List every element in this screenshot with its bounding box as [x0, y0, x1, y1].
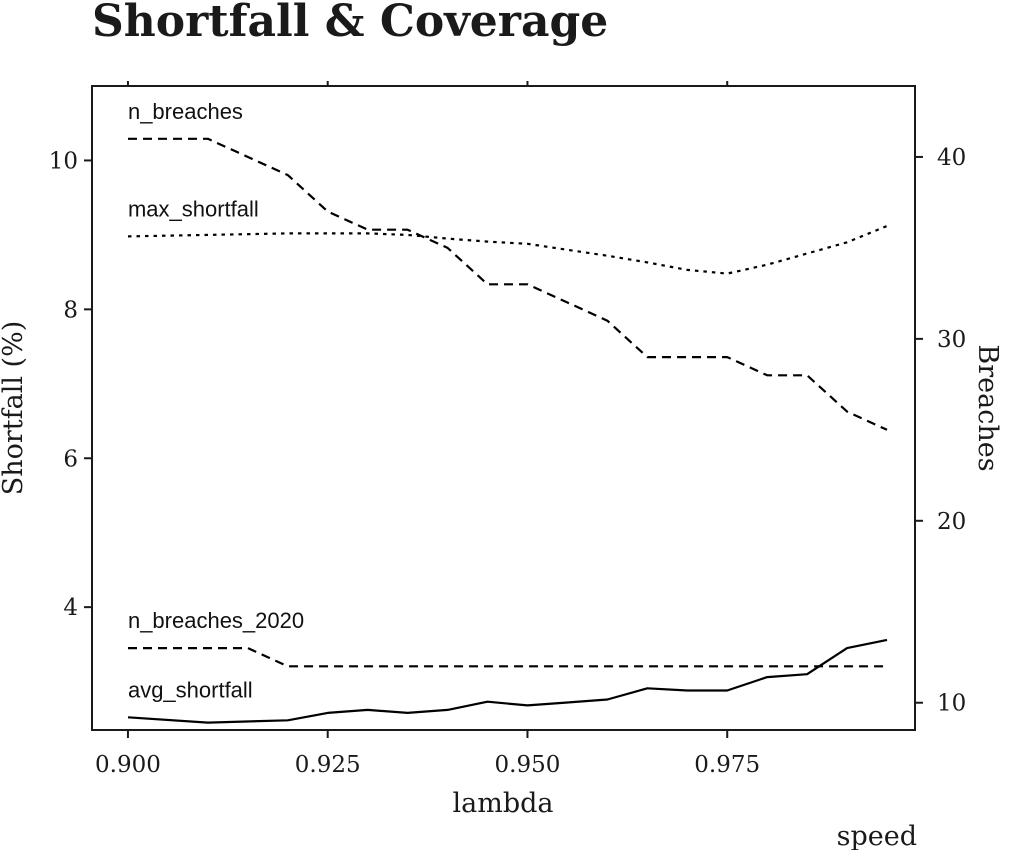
y-axis-right-title: Breaches [972, 344, 1003, 471]
y-left-tick-label: 6 [63, 446, 78, 472]
x-axis-title: lambda [453, 788, 554, 819]
series-line-n-breaches-2020 [128, 646, 887, 668]
chart-caption: speed [837, 821, 917, 850]
plot-frame [91, 85, 916, 731]
series-label-avg-shortfall: avg_shortfall [128, 677, 253, 702]
x-tick-label: 0.925 [295, 752, 361, 778]
y-axis-left-title: Shortfall (%) [0, 321, 29, 496]
series-line-n-breaches [128, 137, 888, 431]
chart-title: Shortfall & Coverage [92, 0, 608, 47]
series-line-avg-shortfall [127, 638, 888, 724]
y-left-tick-label: 4 [63, 595, 78, 621]
series-labels: n_breaches max_shortfall n_breaches_2020av… [128, 99, 304, 703]
x-tick-label: 0.975 [694, 752, 760, 778]
y-right-tick-label: 10 [937, 691, 966, 717]
y-right-tick-label: 30 [937, 327, 966, 353]
x-axis: 0.900 0.925 0.950 0.975 [95, 81, 760, 778]
y-axis-left: 4 6 8 10 [49, 148, 92, 621]
y-right-tick-label: 20 [937, 509, 966, 535]
y-axis-right: 10 20 30 40 [915, 145, 966, 717]
y-left-tick-label: 10 [49, 148, 78, 174]
x-tick-label: 0.950 [495, 752, 561, 778]
y-right-tick-label: 40 [937, 145, 966, 171]
series-label-n-breaches-2020: n_breaches_2020 [128, 608, 304, 633]
x-tick-label: 0.900 [95, 752, 161, 778]
series-lines [127, 137, 888, 724]
series-line-max-shortfall [127, 224, 888, 275]
series-label-n-breaches: n_breaches [128, 99, 243, 124]
series-label-max-shortfall: max_shortfall [128, 196, 259, 221]
y-left-tick-label: 8 [63, 297, 78, 323]
